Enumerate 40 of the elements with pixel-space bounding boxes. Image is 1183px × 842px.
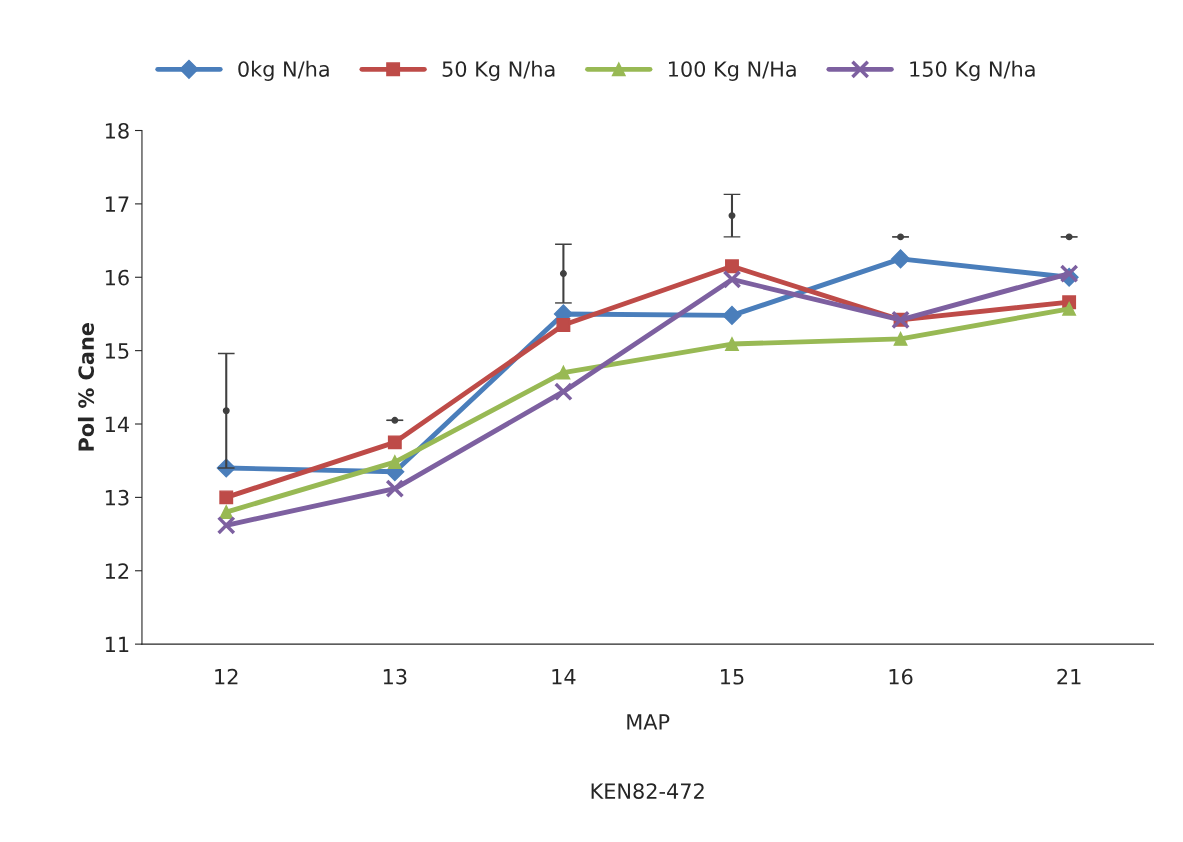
point <box>556 365 571 380</box>
legend-label: 0kg N/ha <box>238 60 329 81</box>
point <box>891 249 911 269</box>
x-tick-label: 15 <box>721 669 744 685</box>
point <box>725 337 739 351</box>
x-tick-label: 21 <box>1057 668 1081 685</box>
legend-label: 100 Kg N/Ha <box>668 61 796 81</box>
point <box>216 515 236 535</box>
point <box>556 318 571 332</box>
x-tick-label: 12 <box>215 668 238 685</box>
point <box>725 259 739 274</box>
point <box>559 270 567 278</box>
point <box>387 455 402 470</box>
point <box>222 407 230 415</box>
point <box>722 305 742 325</box>
point <box>385 479 405 498</box>
y-tick-label: 16 <box>105 269 129 286</box>
y-tick-label: 13 <box>105 489 129 506</box>
x-tick-label: 13 <box>383 668 407 685</box>
point <box>554 382 573 402</box>
point <box>893 331 908 346</box>
text: KEN82-472 <box>591 783 704 799</box>
point <box>219 490 234 505</box>
y-axis-title: Pol % Cane <box>77 323 95 451</box>
y-tick-label: 15 <box>105 343 129 359</box>
point <box>1062 301 1077 316</box>
point <box>387 435 402 450</box>
y-tick-label: 12 <box>105 563 129 579</box>
legend-label: 50 Kg N/ha <box>442 60 555 81</box>
point <box>722 270 742 289</box>
x-tick-label: 16 <box>889 668 913 685</box>
y-tick-label: 17 <box>105 196 129 212</box>
x-axis-title: MAP <box>627 714 670 730</box>
point <box>728 212 736 220</box>
y-tick-label: 11 <box>105 636 129 653</box>
y-tick-label: 18 <box>105 122 129 139</box>
x-tick-label: 14 <box>552 669 576 685</box>
legend-label: 150 Kg N/ha <box>910 60 1035 81</box>
y-tick-label: 14 <box>105 416 129 432</box>
point <box>219 505 234 520</box>
